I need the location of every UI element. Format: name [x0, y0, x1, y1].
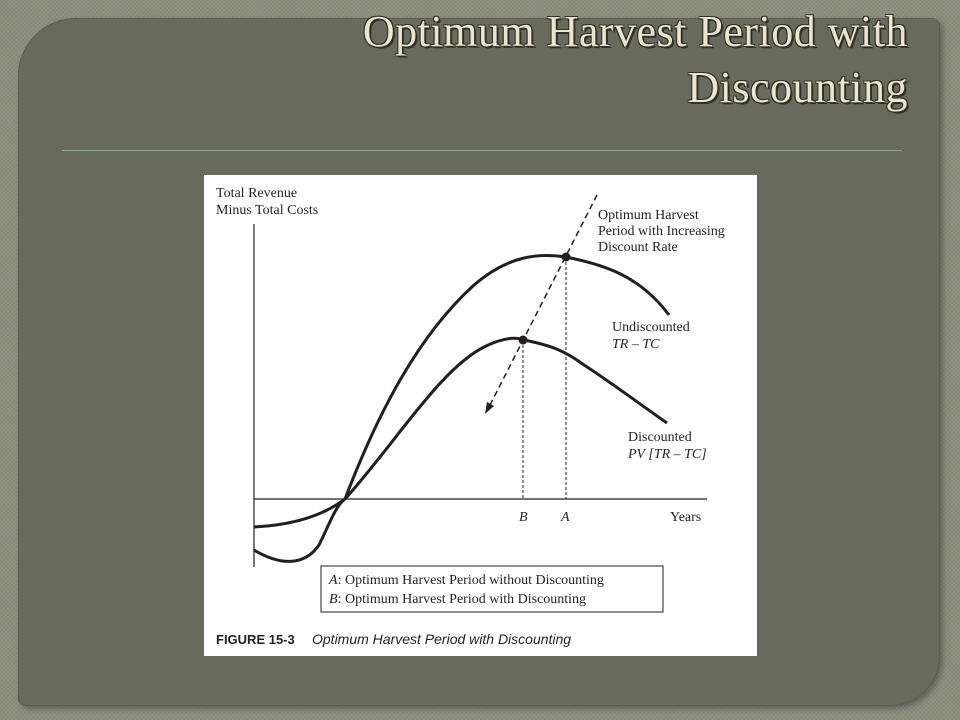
title-divider	[62, 150, 902, 151]
optimum-point-a	[561, 252, 571, 262]
legend-item-b: B: Optimum Harvest Period with Discounti…	[329, 592, 586, 607]
figure-caption: Optimum Harvest Period with Discounting	[312, 631, 571, 647]
tick-label-b: B	[519, 510, 528, 525]
legend-b-text: : Optimum Harvest Period with Discountin…	[338, 592, 586, 607]
legend-a-key: A	[328, 573, 338, 588]
legend-box	[320, 565, 664, 613]
legend-a-text: : Optimum Harvest Period without Discoun…	[338, 573, 604, 588]
undiscounted-curve	[253, 254, 671, 563]
arrow-label-line1: Optimum Harvest	[598, 208, 699, 223]
legend-b-key: B	[329, 592, 338, 607]
discounted-label-line2: PV [TR – TC]	[627, 447, 707, 462]
arrow-label-line2: Period with Increasing	[598, 224, 725, 239]
slide-title: Optimum Harvest Period with Discounting	[362, 7, 908, 112]
tick-label-a: A	[560, 510, 570, 525]
figure-image: Total Revenue Minus Total Costs Optimum …	[204, 175, 757, 656]
undiscounted-label-line1: Undiscounted	[612, 320, 690, 335]
y-axis-label-line1: Total Revenue	[216, 186, 297, 201]
y-axis-label-line2: Minus Total Costs	[216, 203, 318, 218]
x-axis-label: Years	[670, 510, 701, 525]
arrow-head-icon	[485, 402, 494, 414]
discount-rate-arrow	[488, 194, 598, 408]
arrow-label-line3: Discount Rate	[598, 240, 678, 255]
discounted-curve	[253, 336, 668, 529]
harvest-diagram: Total Revenue Minus Total Costs Optimum …	[216, 186, 725, 647]
figure-number: FIGURE 15-3	[216, 632, 295, 647]
undiscounted-label-line2: TR – TC	[612, 337, 660, 352]
legend-item-a: A: Optimum Harvest Period without Discou…	[328, 573, 604, 588]
discounted-label-line1: Discounted	[628, 430, 692, 445]
